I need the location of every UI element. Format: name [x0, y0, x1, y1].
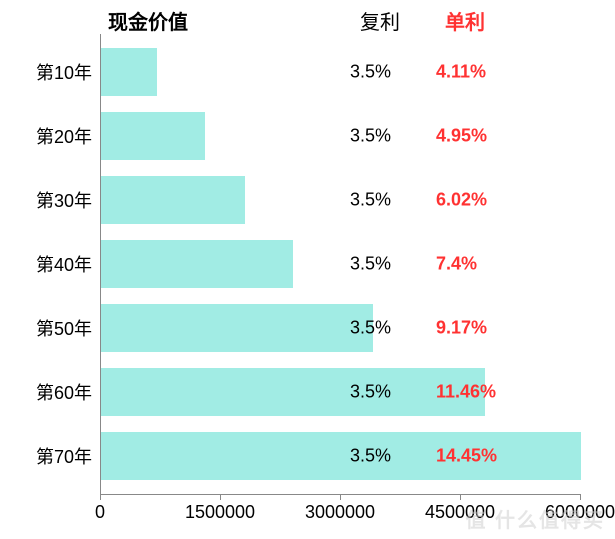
x-tick: [580, 494, 581, 500]
simple-value: 6.02%: [436, 190, 487, 211]
y-axis-label: 第60年: [0, 379, 92, 405]
chart-row: 第10年 3.5% 4.11%: [0, 40, 615, 104]
compound-value: 3.5%: [350, 318, 391, 339]
chart-row: 第50年 3.5% 9.17%: [0, 296, 615, 360]
chart-rows: 第10年3.5%4.11%第20年3.5%4.95%第30年3.5%6.02%第…: [0, 40, 615, 488]
simple-value: 4.11%: [436, 62, 486, 83]
bar: [101, 368, 485, 416]
chart-row: 第40年 3.5% 7.4%: [0, 232, 615, 296]
header-compound: 复利: [360, 6, 400, 35]
x-tick-label: 6000000: [545, 502, 615, 523]
x-axis: 01500000300000045000006000000: [100, 494, 580, 524]
compound-value: 3.5%: [350, 62, 391, 83]
simple-value: 4.95%: [436, 126, 487, 147]
chart-row: 第70年 3.5% 14.45%: [0, 424, 615, 488]
compound-value: 3.5%: [350, 190, 391, 211]
x-tick-label: 3000000: [305, 502, 375, 523]
chart-row: 第20年 3.5% 4.95%: [0, 104, 615, 168]
compound-value: 3.5%: [350, 254, 391, 275]
bar: [101, 240, 293, 288]
x-tick-label: 1500000: [185, 502, 255, 523]
y-axis-label: 第70年: [0, 443, 92, 469]
simple-value: 7.4%: [436, 254, 477, 275]
compound-value: 3.5%: [350, 382, 391, 403]
plot-area: [100, 168, 580, 232]
bar: [101, 48, 157, 96]
y-axis-label: 第50年: [0, 315, 92, 341]
plot-area: [100, 424, 580, 488]
chart-row: 第30年 3.5% 6.02%: [0, 168, 615, 232]
chart-title: 现金价值: [108, 6, 188, 35]
bar: [101, 432, 581, 480]
y-axis-label: 第10年: [0, 59, 92, 85]
chart-row: 第60年 3.5% 11.46%: [0, 360, 615, 424]
x-tick-label: 0: [95, 502, 105, 523]
plot-area: [100, 104, 580, 168]
bar: [101, 176, 245, 224]
plot-area: [100, 232, 580, 296]
simple-value: 14.45%: [436, 446, 497, 467]
simple-value: 11.46%: [436, 382, 496, 403]
plot-area: [100, 40, 580, 104]
bar: [101, 112, 205, 160]
y-axis-label: 第20年: [0, 123, 92, 149]
bar: [101, 304, 373, 352]
plot-area: [100, 296, 580, 360]
x-tick: [460, 494, 461, 500]
x-tick-label: 4500000: [425, 502, 495, 523]
header-simple: 单利: [445, 6, 485, 35]
chart-header: 现金价值 复利 单利: [0, 6, 615, 36]
plot-area: [100, 360, 580, 424]
simple-value: 9.17%: [436, 318, 487, 339]
cash-value-chart: 现金价值 复利 单利 第10年 3.5% 4.11% 第20年 3.5% 4.95% 第30…: [0, 0, 615, 539]
x-tick: [100, 494, 101, 500]
compound-value: 3.5%: [350, 126, 391, 147]
x-tick: [220, 494, 221, 500]
x-tick: [340, 494, 341, 500]
compound-value: 3.5%: [350, 446, 391, 467]
y-axis-label: 第30年: [0, 187, 92, 213]
y-axis-label: 第40年: [0, 251, 92, 277]
